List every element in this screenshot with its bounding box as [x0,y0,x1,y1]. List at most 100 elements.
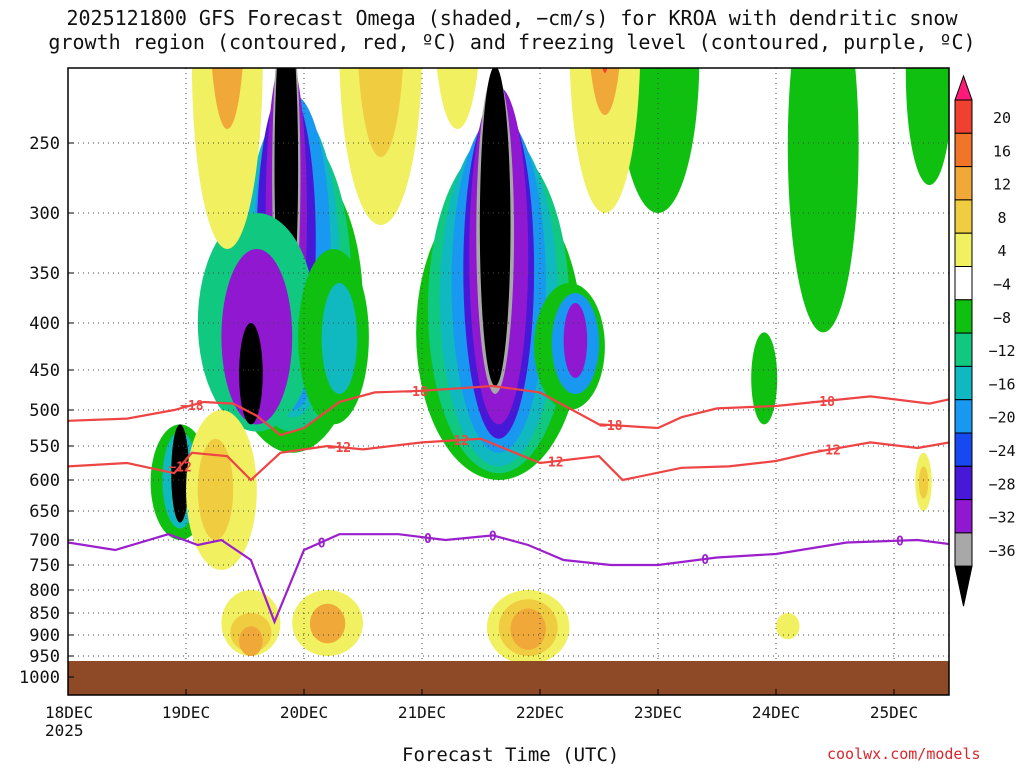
x-axis-ticks: 18DEC 19DEC 20DEC 21DEC 22DEC 23DEC 24DEC 25DEC [45,689,918,722]
contour-label: 0 [318,537,326,552]
y-tick-label: 700 [29,531,60,551]
contour-lines [68,384,949,625]
y-tick-label: 300 [29,204,60,224]
omega-blob [905,68,949,185]
colorbar-label: 12 [993,176,1011,194]
colorbar-segment [954,432,973,467]
x-tick-label: 20DEC [280,703,328,722]
y-tick-label: 550 [29,437,60,457]
y-tick-label: 850 [29,604,60,624]
omega-blob [751,332,778,425]
y-tick-label: 900 [29,626,60,646]
omega-blob [197,438,234,540]
contour-line [68,533,949,625]
contour-label: −18 [811,395,835,410]
contour-label: −12 [328,441,351,456]
colorbar-label: 8 [997,209,1006,227]
colorbar-segment [954,266,973,301]
x-tick-label: 24DEC [752,703,800,722]
omega-blob [239,323,263,425]
x-tick-label: 18DEC [45,703,93,722]
y-tick-label: 750 [29,556,60,576]
colorbar-label: −16 [988,375,1015,393]
x-tick-label: 19DEC [162,703,210,722]
omega-blob [563,303,588,378]
colorbar-label: −32 [988,509,1015,527]
omega-blob [590,68,620,115]
contour-label: −12 [446,434,469,449]
contour-label: −18 [404,385,428,400]
ground-terrain [68,661,949,695]
omega-blob [191,68,263,249]
contour-label: −18 [180,399,204,414]
omega-blob [522,0,546,3]
colorbar-segment [954,365,973,401]
contour-label: 0 [896,535,904,550]
colorbar-segment [954,499,973,534]
omega-blob [918,466,929,499]
x-axis-year-label: 2025 [45,721,84,740]
contour-line [68,384,949,437]
omega-blob [787,68,859,333]
omega-blob [211,68,243,129]
x-tick-label: 25DEC [870,703,918,722]
y-tick-label: 1000 [19,668,60,688]
contour-line [68,437,949,482]
contour-label: −12 [817,444,840,459]
source-credit-link[interactable]: coolwx.com/models [827,745,981,763]
contour-label: −12 [540,456,563,471]
colorbar-segment [954,465,973,501]
colorbar-label: −36 [988,542,1015,560]
colorbar-top-arrow [954,74,973,101]
y-tick-label: 450 [29,361,60,381]
colorbar-label: 4 [997,242,1006,260]
y-tick-label: 350 [29,264,60,284]
colorbar-label: −4 [993,276,1011,294]
omega-blob [358,68,403,157]
omega-blob [569,68,640,213]
omega-blob [233,0,268,45]
omega-blob [171,424,189,523]
colorbar-segment [954,332,973,367]
chart-title-line2: growth region (contoured, red, ºC) and f… [48,30,976,54]
contour-label: −18 [599,419,623,434]
y-tick-label: 950 [29,647,60,667]
omega-blob [239,626,263,656]
colorbar-segment [954,132,973,168]
plot-frame [67,67,950,696]
colorbar: 20 16 12 8 4 −4 −8 −12 −16 −20 −24 −28 −32 −36 [954,74,1016,607]
omega-blob [321,283,358,394]
x-tick-label: 22DEC [516,703,564,722]
omega-blob [304,0,328,3]
y-tick-label: 250 [29,134,60,154]
colorbar-segment [954,399,973,434]
contour-label: 0 [489,529,497,544]
contour-label: −12 [168,460,191,475]
colorbar-bottom-arrow [954,565,973,607]
y-tick-label: 600 [29,471,60,491]
colorbar-label: 16 [993,142,1011,160]
x-tick-label: 23DEC [634,703,682,722]
colorbar-label: −20 [988,409,1015,427]
contour-labels: −18 −18 −18 −18 −12 −12 −12 −12 −12 0 0 0 0 0 [168,385,904,568]
omega-shading [150,0,949,665]
colorbar-segment [954,99,973,134]
colorbar-segment [954,232,973,267]
contour-label: 0 [701,553,709,568]
chart-title-line1: 2025121800 GFS Forecast Omega (shaded, −… [66,6,958,30]
colorbar-label: −12 [988,342,1015,360]
y-tick-label: 650 [29,502,60,522]
omega-blob [309,603,346,644]
grid-lines [68,68,949,695]
colorbar-label: −24 [988,442,1015,460]
contour-label: 0 [424,532,432,547]
omega-blob [776,613,800,640]
omega-blob [602,68,608,73]
colorbar-segment [954,532,973,567]
colorbar-label: −8 [993,309,1011,327]
colorbar-label: 20 [993,109,1011,127]
x-tick-label: 21DEC [398,703,446,722]
colorbar-label: −28 [988,475,1015,493]
colorbar-segment [954,299,973,334]
y-tick-label: 800 [29,581,60,601]
